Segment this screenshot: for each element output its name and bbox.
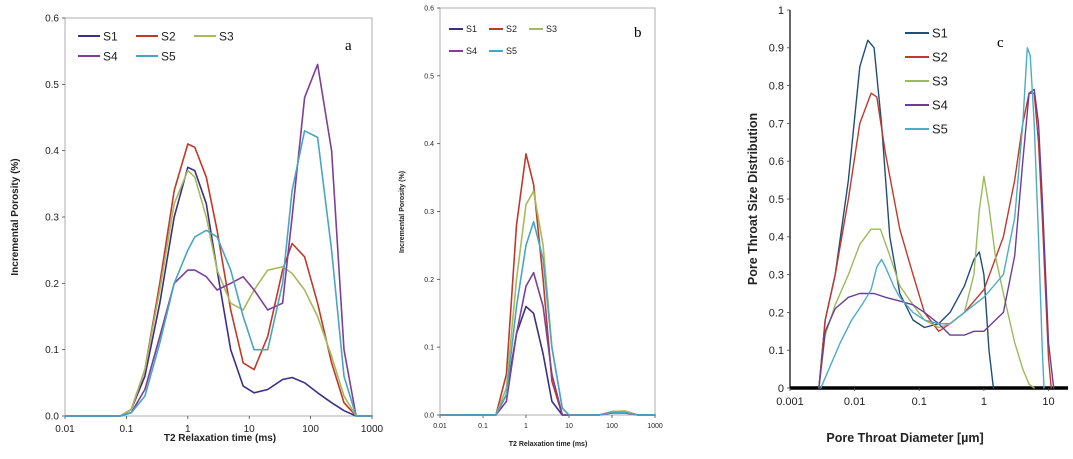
legend-label-s5: S5 [161,49,176,63]
panel-letter: c [997,35,1004,51]
legend-label-s2: S2 [161,29,176,43]
panel-letter: b [634,25,642,41]
x-tick-label: 0.001 [776,396,804,408]
y-tick-label: 0.5 [45,80,59,91]
legend-label-s3: S3 [219,29,234,43]
legend: S1 S2 S3 S4 S5 [78,29,234,63]
legend-label-s4: S4 [103,49,118,63]
y-tick-label: 0.5 [769,194,784,206]
legend-label-s3: S3 [546,24,557,34]
x-tick-label: 1 [185,424,191,435]
plot-frame [439,7,656,416]
x-axis-label: T2 Relaxation time (ms) [164,433,276,444]
legend-label-s3: S3 [932,74,948,89]
y-tick-label: 0.2 [769,307,784,319]
legend-label-s1: S1 [103,29,118,43]
y-axis-label: Incremental Porosity (%) [399,171,406,253]
legend: S1 S2 S3 S4 S5 [449,24,557,56]
x-axis-label: T2 Relaxation time (ms) [509,441,588,448]
y-tick-label: 0.6 [45,14,59,25]
legend-label-s2: S2 [932,50,948,65]
chart-panel-c: 0.001 0.01 0.1 1 10 0 0.1 0.2 0.3 0.4 0.5 0.6 0.7 0.8… [746,5,1068,445]
chart-panel-a: 0.01 0.1 1 10 100 1000 0.0 0.1 0.2 0.3 0.4 0.5 0.6 S1… [10,14,384,445]
legend-label-s1: S1 [932,26,948,41]
y-tick-label: 0.6 [769,156,784,168]
x-tick-label: 1 [524,423,528,430]
legend-label-s5: S5 [932,122,948,137]
y-tick-label: 0.1 [45,345,59,356]
y-tick-label: 0 [778,383,784,395]
y-tick-label: 0.4 [769,232,784,244]
series-line-s3 [818,175,1035,389]
series-line-s4 [64,63,373,417]
y-tick-label: 0.7 [769,118,784,130]
series-line-s5 [820,47,1045,389]
x-tick-label: 0.1 [119,424,133,435]
x-tick-label: 0.1 [912,396,927,408]
x-tick-label: 100 [606,423,618,430]
legend: S1 S2 S3 S4 S5 [905,26,948,137]
y-tick-label: 0.5 [424,73,434,80]
y-tick-label: 0.3 [424,209,434,216]
y-tick-label: 0.0 [424,412,434,419]
series-line-s1 [818,39,995,389]
y-tick-label: 0.3 [45,213,59,224]
x-tick-label: 10 [244,424,256,435]
x-tick-label: 0.1 [478,423,488,430]
x-tick-label: 1 [981,396,987,408]
y-tick-label: 0.9 [769,43,784,55]
series-line-s3 [64,169,373,417]
series-line-s5 [64,130,373,417]
y-tick-label: 0.6 [424,5,434,12]
y-tick-label: 0.1 [424,345,434,352]
x-tick-label: 0.01 [844,396,865,408]
x-tick-label: 10 [1042,396,1054,408]
legend-label-s2: S2 [506,24,517,34]
y-tick-label: 0.2 [424,277,434,284]
x-axis-label: Pore Throat Diameter [µm] [826,431,983,445]
x-tick-label: 100 [302,424,319,435]
series-line-s5 [439,220,656,416]
legend-label-s4: S4 [466,46,477,56]
panel-letter: a [345,38,352,54]
x-tick-label: 0.01 [433,423,447,430]
y-tick-label: 0.4 [45,146,59,157]
y-tick-label: 0.8 [769,80,784,92]
y-tick-label: 0.3 [769,269,784,281]
x-tick-label: 1000 [647,423,663,430]
y-axis-label: Pore Throat Size Distribution [746,113,760,285]
y-tick-label: 0.2 [45,279,59,290]
y-tick-label: 0.4 [424,141,434,148]
chart-panel-b: 0.01 0.1 1 10 100 1000 0.0 0.1 0.2 0.3 0.4 0.5 0.6 S1… [399,5,663,448]
x-tick-label: 0.01 [55,424,75,435]
x-tick-label: 1000 [361,424,384,435]
legend-label-s4: S4 [932,98,948,113]
legend-label-s5: S5 [506,46,517,56]
legend-label-s1: S1 [466,24,477,34]
plot-frame [64,17,373,417]
y-tick-label: 1 [778,5,784,17]
y-tick-label: 0.0 [45,412,59,423]
y-axis-label: Incremental Porosity (%) [10,158,21,275]
y-tick-label: 0.1 [769,345,784,357]
x-tick-label: 10 [565,423,573,430]
series-line-s1 [64,166,373,417]
series-line-s4 [818,88,1055,389]
